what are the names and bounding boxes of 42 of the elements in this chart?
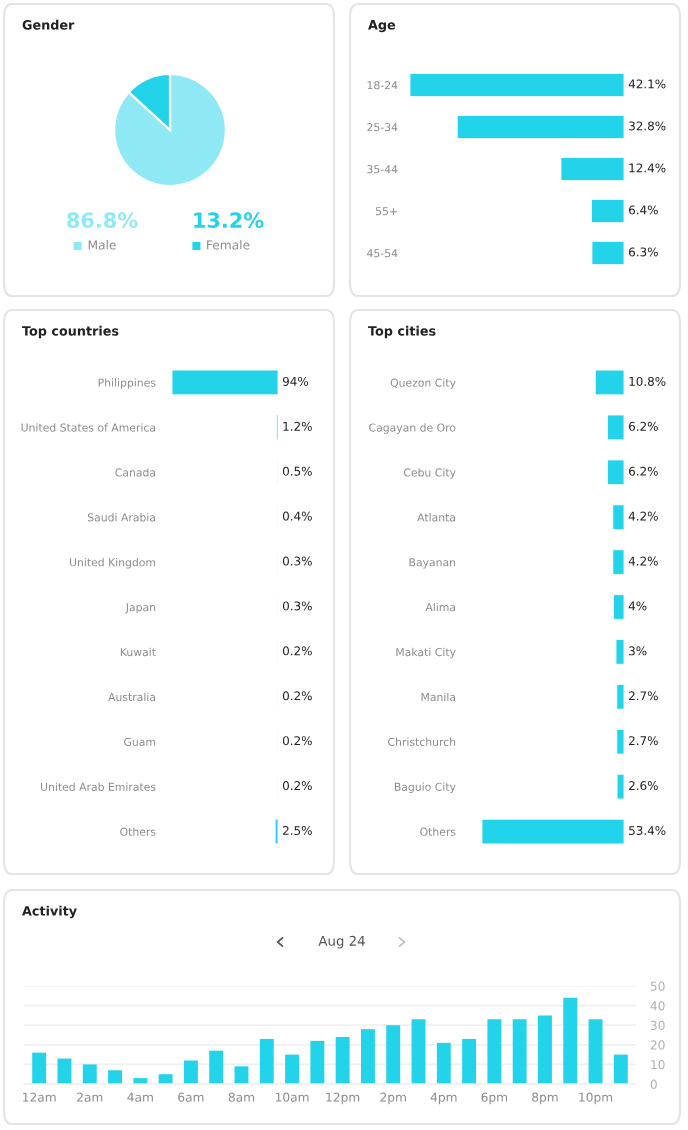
bar [512,1019,527,1084]
bar [607,414,624,441]
bar [612,594,624,620]
bar [410,73,624,97]
bar [183,1060,198,1084]
bar [234,1066,249,1084]
bar [360,1029,375,1084]
bar [487,1019,502,1084]
data-label: 13.2% [194,212,264,229]
bar [560,157,624,181]
bar [591,199,624,223]
bar [616,684,624,710]
bar [607,459,624,486]
bar [616,773,624,800]
bar [259,1038,274,1084]
bar [209,1050,224,1084]
bar [588,1019,603,1084]
bar [158,1074,173,1084]
bar [612,504,624,530]
bar [335,1036,350,1084]
bar [538,1015,552,1084]
bar [108,1070,122,1084]
bar [615,639,624,665]
bar [386,1025,401,1084]
bar [310,1040,325,1084]
bar [563,997,578,1084]
bar [462,1038,477,1084]
bar [172,369,278,396]
bar [32,1052,47,1084]
bar [613,1054,628,1084]
bar [285,1054,300,1084]
bar [411,1019,426,1084]
bar [591,241,624,265]
bar [456,115,624,139]
bar [482,818,624,845]
bar [436,1042,451,1084]
data-label: 86.8% [67,212,138,229]
bar [616,728,624,755]
bar [594,369,624,396]
bar [82,1064,97,1084]
pie-slice [112,72,228,188]
bar [612,549,624,575]
